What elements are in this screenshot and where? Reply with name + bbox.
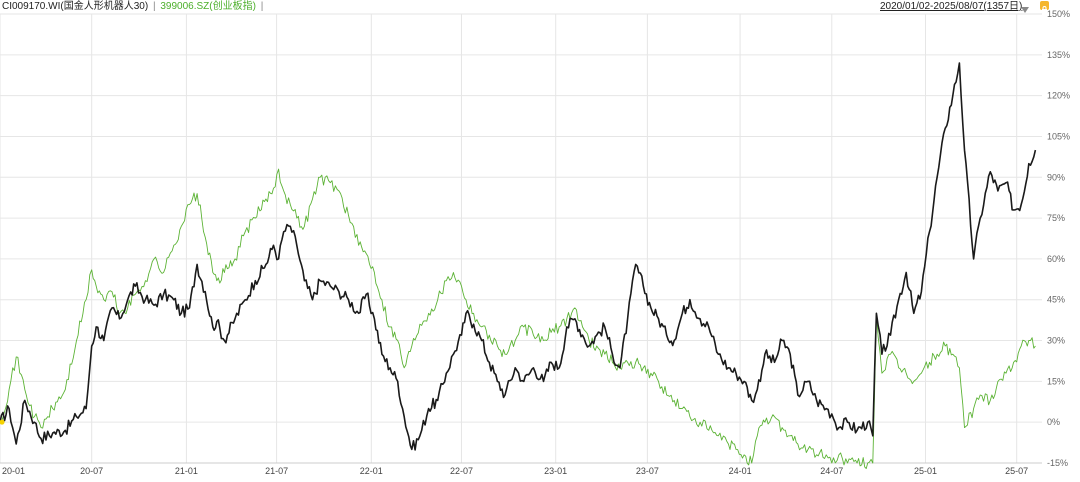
- y-tick-label: 30%: [1047, 336, 1065, 346]
- x-tick-label: 21-01: [175, 466, 198, 476]
- x-tick-label: 21-07: [265, 466, 288, 476]
- date-range-label[interactable]: 2020/01/02-2025/08/07(1357日): [880, 1, 1023, 12]
- y-tick-label: 120%: [1047, 91, 1070, 101]
- y-tick-label: 75%: [1047, 213, 1065, 223]
- start-marker: [0, 419, 5, 425]
- legend-separator: |: [260, 1, 264, 12]
- chart-legend: CI009170.WI(国金人形机器人30) | 399006.SZ(创业板指)…: [2, 0, 265, 13]
- x-tick-label: 24-07: [820, 466, 843, 476]
- legend-separator: |: [152, 1, 156, 12]
- x-tick-label: 20-07: [80, 466, 103, 476]
- lock-icon[interactable]: [1040, 1, 1049, 13]
- y-tick-label: 0%: [1047, 417, 1060, 427]
- series-line-robot-index: [0, 62, 1037, 451]
- caret-down-icon[interactable]: [1020, 2, 1030, 13]
- legend-series-chinext[interactable]: 399006.SZ(创业板指): [160, 1, 256, 12]
- x-tick-label: 23-01: [544, 466, 567, 476]
- x-tick-label: 22-01: [360, 466, 383, 476]
- x-tick-label: 25-07: [1005, 466, 1028, 476]
- y-tick-label: -15%: [1047, 458, 1068, 468]
- x-tick-label: 23-07: [636, 466, 659, 476]
- y-tick-label: 90%: [1047, 172, 1065, 182]
- series-line-chinext: [0, 168, 1036, 470]
- x-tick-label: 24-01: [729, 466, 752, 476]
- y-tick-label: 15%: [1047, 376, 1065, 386]
- x-tick-label: 25-01: [914, 466, 937, 476]
- x-tick-label: 20-01: [2, 466, 25, 476]
- legend-series-index-robot[interactable]: CI009170.WI(国金人形机器人30): [2, 1, 149, 12]
- y-tick-label: 45%: [1047, 295, 1065, 305]
- y-tick-label: 105%: [1047, 131, 1070, 141]
- y-tick-label: 150%: [1047, 9, 1070, 19]
- y-tick-label: 135%: [1047, 50, 1070, 60]
- y-tick-label: 60%: [1047, 254, 1065, 264]
- x-tick-label: 22-07: [450, 466, 473, 476]
